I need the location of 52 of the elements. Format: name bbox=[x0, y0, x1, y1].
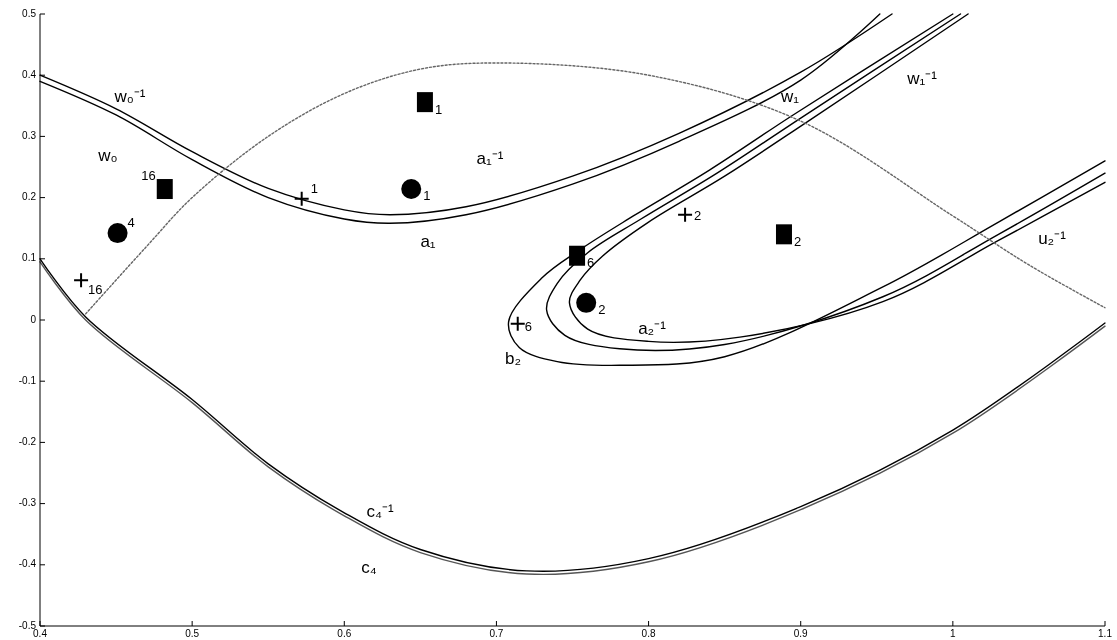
x-tick-label: 0.6 bbox=[337, 628, 352, 640]
annotation: u₂⁻¹ bbox=[1038, 229, 1067, 249]
point bbox=[156, 179, 173, 200]
point bbox=[509, 315, 526, 332]
annotation: c₄ bbox=[361, 558, 377, 578]
x-tick-label: 0.8 bbox=[641, 628, 656, 640]
point bbox=[401, 179, 422, 200]
y-tick-label: -0.1 bbox=[18, 374, 37, 386]
y-tick-label: 0.3 bbox=[22, 130, 37, 142]
annotation: 16 bbox=[141, 168, 156, 184]
annotation: 6 bbox=[524, 319, 532, 335]
point bbox=[775, 224, 792, 245]
y-tick-label: 0.5 bbox=[22, 7, 37, 19]
line-series bbox=[84, 62, 1106, 315]
point bbox=[416, 92, 433, 113]
point bbox=[677, 206, 694, 223]
point bbox=[107, 223, 128, 244]
x-tick-label: 1.1 bbox=[1098, 628, 1113, 640]
x-tick-label: 0.4 bbox=[33, 628, 48, 640]
point bbox=[569, 245, 586, 266]
y-tick-label: 0.2 bbox=[22, 191, 37, 203]
annotation: a₂⁻¹ bbox=[638, 319, 667, 339]
annotation: 2 bbox=[694, 208, 702, 224]
y-tick-label: -0.4 bbox=[18, 558, 37, 570]
annotation: 2 bbox=[793, 233, 802, 249]
x-tick-label: 1 bbox=[950, 628, 957, 640]
annotation: w₁⁻¹ bbox=[906, 69, 938, 89]
point bbox=[293, 190, 310, 207]
x-tick-label: 0.7 bbox=[489, 628, 504, 640]
y-tick-label: -0.3 bbox=[18, 497, 37, 509]
point bbox=[73, 272, 90, 289]
annotation: c₄⁻¹ bbox=[366, 502, 394, 522]
annotation: w₁ bbox=[779, 87, 800, 107]
y-tick-label: 0.1 bbox=[22, 252, 37, 264]
x-tick-label: 0.5 bbox=[185, 628, 200, 640]
annotation: 4 bbox=[127, 214, 135, 230]
annotation: 2 bbox=[598, 302, 606, 318]
annotation: w₀⁻¹ bbox=[113, 87, 146, 107]
x-tick-label: 0.9 bbox=[793, 628, 809, 640]
y-tick-label: -0.2 bbox=[18, 436, 37, 448]
annotation: a₁ bbox=[420, 232, 436, 252]
annotation: 1 bbox=[423, 188, 431, 204]
annotation: a₁⁻¹ bbox=[476, 149, 504, 169]
point bbox=[576, 292, 597, 313]
annotation: 1 bbox=[310, 181, 318, 197]
y-tick-label: 0 bbox=[30, 313, 37, 325]
y-tick-label: 0.4 bbox=[22, 68, 37, 80]
annotation: 1 bbox=[434, 101, 443, 117]
annotation: 16 bbox=[88, 281, 103, 297]
annotation: w₀ bbox=[97, 146, 118, 166]
y-tick-label: -0.5 bbox=[18, 619, 37, 631]
annotation: b₂ bbox=[504, 349, 522, 369]
